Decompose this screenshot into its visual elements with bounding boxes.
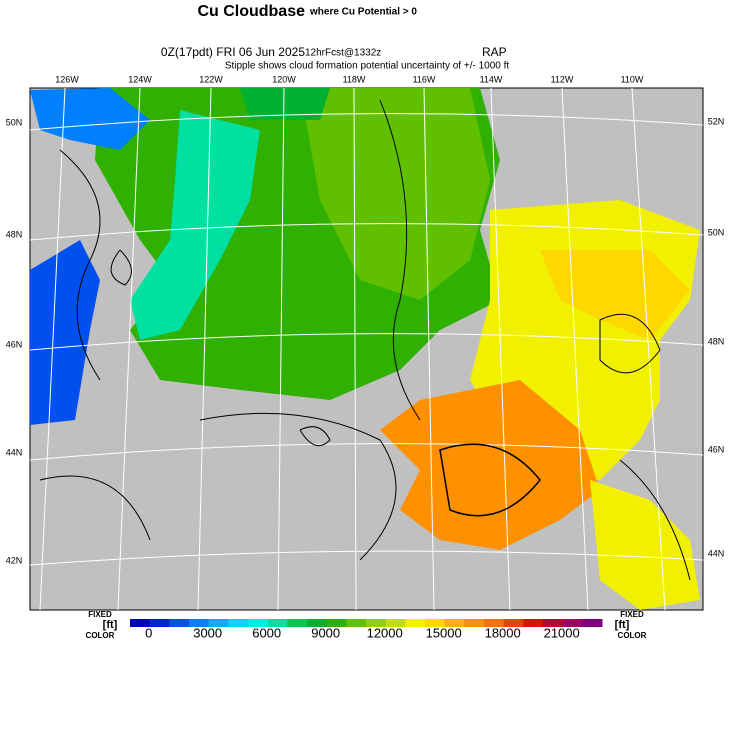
colorbar-color: COLOR [618, 631, 647, 640]
color-swatch [425, 619, 446, 627]
lon-label: 126W [55, 74, 79, 84]
valid-time: 0Z(17pdt) FRI 06 Jun 2025 [161, 45, 305, 59]
lon-label: 114W [480, 74, 503, 84]
color-swatch [562, 619, 583, 627]
color-swatch [326, 619, 347, 627]
color-swatch [248, 619, 269, 627]
color-swatch [208, 619, 229, 627]
color-swatch [366, 619, 387, 627]
green-north [240, 88, 330, 120]
colorbar-label: 21000 [544, 625, 580, 640]
color-swatch [464, 619, 485, 627]
map [29, 87, 704, 611]
forecast: 12hrFcst@1332z [305, 48, 381, 59]
lon-label: 120W [272, 74, 296, 84]
gold-region [540, 250, 690, 340]
colorbar-label: 18000 [485, 625, 521, 640]
color-swatch [523, 619, 544, 627]
geo-labels: 126W 124W 122W 120W 118W 116W 114W 112W 110W 50N 4… [6, 74, 725, 565]
color-swatch [543, 619, 564, 627]
lon-label: 116W [413, 74, 436, 84]
lon-label: 122W [199, 74, 223, 84]
color-swatch [307, 619, 328, 627]
color-swatch [149, 619, 170, 627]
color-swatch [346, 619, 367, 627]
lon-label: 110W [621, 74, 644, 84]
title-note: where Cu Potential > 0 [309, 7, 417, 18]
yellow-southeast [590, 480, 700, 610]
colorbar-label: 12000 [367, 625, 403, 640]
lon-label: 124W [128, 74, 152, 84]
lon-label: 112W [551, 74, 574, 84]
colorbar: 0 3000 6000 9000 12000 15000 18000 21000 [130, 619, 603, 640]
lat-label: 50N [708, 227, 725, 237]
color-swatch [267, 619, 288, 627]
graticule [29, 87, 704, 611]
color-swatch [444, 619, 465, 627]
blue-region [30, 88, 150, 150]
colorbar-unit: [ft] [615, 619, 630, 631]
colorbar-label: 6000 [252, 625, 281, 640]
color-swatch [405, 619, 426, 627]
lat-label: 46N [6, 339, 23, 349]
orange-region [380, 380, 600, 550]
model: RAP [482, 45, 507, 59]
lat-label: 44N [708, 548, 725, 558]
teal-region [130, 110, 260, 340]
light-green-region [300, 88, 490, 300]
colorbar-label: 3000 [193, 625, 222, 640]
colorbar-fixed: FIXED [620, 610, 644, 619]
colorbar-label: 0 [145, 625, 152, 640]
color-swatch [169, 619, 190, 627]
colorbar-label: 9000 [311, 625, 340, 640]
colorbar-color: COLOR [86, 631, 115, 640]
lat-label: 42N [6, 555, 23, 565]
color-swatch [385, 619, 406, 627]
color-swatch [130, 619, 151, 627]
lon-label: 118W [343, 74, 366, 84]
colorbar-unit: [ft] [103, 619, 118, 631]
contours [39, 99, 691, 581]
blue-coast [30, 240, 100, 425]
title: Cu Cloudbase [197, 3, 305, 20]
lat-label: 52N [708, 116, 725, 126]
color-swatch [287, 619, 308, 627]
color-swatch [582, 619, 603, 627]
color-swatch [503, 619, 524, 627]
lat-label: 46N [708, 444, 725, 454]
color-swatch [484, 619, 505, 627]
stipple-note: Stipple shows cloud formation potential … [225, 61, 510, 72]
lat-label: 48N [708, 336, 725, 346]
lat-label: 44N [6, 447, 23, 457]
lat-label: 50N [6, 117, 23, 127]
colorbar-label: 15000 [426, 625, 462, 640]
color-swatch [228, 619, 249, 627]
color-swatch [189, 619, 210, 627]
colorbar-fixed: FIXED [88, 610, 112, 619]
lat-label: 48N [6, 229, 23, 239]
